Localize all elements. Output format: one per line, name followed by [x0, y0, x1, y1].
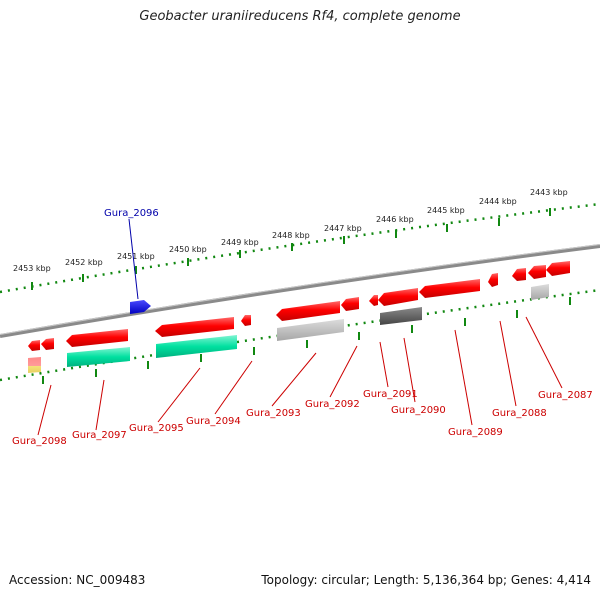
gene-label-gura-2096[interactable]: Gura_2096 — [104, 208, 159, 219]
gene-label-gura-2090[interactable]: Gura_2090 — [391, 405, 446, 416]
gene-gura-2091[interactable] — [369, 295, 378, 306]
gene-label-gura-2098[interactable]: Gura_2098 — [12, 436, 67, 447]
gene-label-gura-2089[interactable]: Gura_2089 — [448, 427, 503, 438]
gene-label-gura-2093[interactable]: Gura_2093 — [246, 408, 301, 419]
gene-gura-2087-b[interactable] — [528, 265, 546, 279]
gene-gura-2097[interactable] — [66, 329, 128, 347]
inner-scale-ring — [0, 288, 600, 382]
feature-gura-2093 — [277, 319, 344, 341]
kbp-label: 2448 kbp — [272, 231, 310, 240]
kbp-label: 2446 kbp — [376, 215, 414, 224]
accession-text: Accession: NC_009483 — [9, 573, 146, 587]
gene-gura-2095[interactable] — [155, 317, 234, 337]
gene-gura-2098-a[interactable] — [28, 340, 40, 351]
gene-gura-2090[interactable] — [378, 288, 418, 306]
gene-gura-2089[interactable] — [419, 279, 480, 298]
gene-labels: Gura_2096 Gura_2098 Gura_2097 Gura_2095 … — [12, 208, 593, 447]
kbp-label: 2451 kbp — [117, 252, 155, 261]
gene-label-gura-2097[interactable]: Gura_2097 — [72, 430, 127, 441]
kbp-label: 2445 kbp — [427, 206, 465, 215]
outer-scale-ring — [0, 202, 600, 294]
kbp-label: 2450 kbp — [169, 245, 207, 254]
kbp-label: 2449 kbp — [221, 238, 259, 247]
feature-gura-2090 — [380, 307, 422, 325]
label-leader-lines — [37, 218, 563, 436]
gene-gura-2094[interactable] — [241, 315, 251, 326]
genome-summary-text: Topology: circular; Length: 5,136,364 bp… — [261, 573, 591, 587]
gene-gura-2087-a[interactable] — [512, 268, 526, 281]
gene-label-gura-2091[interactable]: Gura_2091 — [363, 389, 418, 400]
kbp-label: 2444 kbp — [479, 197, 517, 206]
kbp-label: 2453 kbp — [13, 264, 51, 273]
kbp-label: 2447 kbp — [324, 224, 362, 233]
feature-gura-2087 — [531, 284, 549, 300]
gene-gura-2098-b[interactable] — [41, 338, 54, 350]
kbp-label: 2443 kbp — [530, 188, 568, 197]
feature-gura-2095 — [156, 335, 237, 358]
gene-label-gura-2087[interactable]: Gura_2087 — [538, 390, 593, 401]
outer-scale-major-ticks — [31, 208, 551, 290]
gene-gura-2092[interactable] — [341, 297, 359, 311]
genome-backbone — [0, 244, 600, 338]
inner-scale-major-ticks — [42, 297, 571, 384]
gene-gura-2087-c[interactable] — [546, 261, 570, 276]
gene-label-gura-2094[interactable]: Gura_2094 — [186, 416, 241, 427]
kbp-label: 2452 kbp — [65, 258, 103, 267]
reverse-strand-genes — [28, 261, 570, 351]
gene-label-gura-2092[interactable]: Gura_2092 — [305, 399, 360, 410]
gene-gura-2096[interactable] — [130, 300, 151, 314]
kbp-labels: 2453 kbp 2452 kbp 2451 kbp 2450 kbp 2449… — [13, 188, 568, 273]
feature-gura-2098 — [28, 357, 41, 373]
gene-label-gura-2095[interactable]: Gura_2095 — [129, 423, 184, 434]
gene-gura-2093[interactable] — [276, 301, 340, 321]
gene-label-gura-2088[interactable]: Gura_2088 — [492, 408, 547, 419]
map-title: Geobacter uraniireducens Rf4, complete g… — [139, 9, 461, 24]
gene-gura-2088[interactable] — [488, 273, 498, 287]
feature-gura-2097 — [67, 347, 130, 367]
